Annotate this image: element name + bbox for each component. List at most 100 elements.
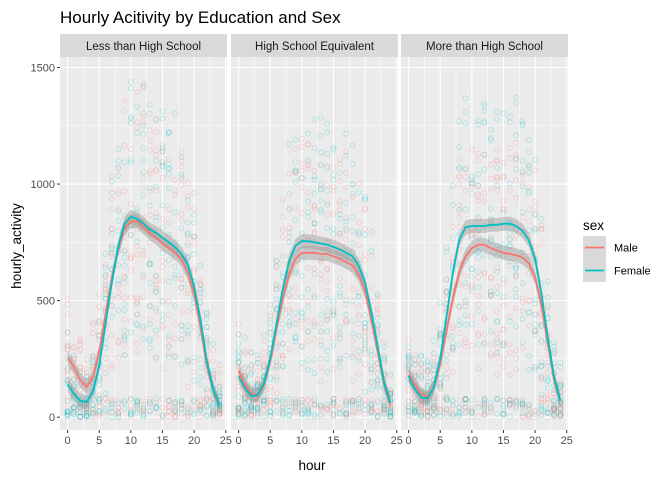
scatter-point — [298, 397, 305, 403]
scatter-point — [242, 350, 248, 357]
scatter-point — [532, 198, 539, 205]
scatter-point — [544, 294, 551, 301]
scatter-point — [544, 304, 551, 311]
scatter-point — [468, 230, 475, 237]
scatter-point — [153, 217, 160, 224]
scatter-point — [96, 409, 103, 416]
scatter-point — [292, 309, 299, 316]
scatter-point — [343, 398, 350, 405]
scatter-point — [418, 361, 425, 368]
scatter-point — [267, 374, 274, 381]
scatter-point — [557, 413, 564, 420]
scatter-point — [165, 278, 172, 285]
scatter-point — [381, 405, 387, 412]
scatter-point — [525, 402, 532, 409]
scatter-point — [235, 409, 242, 415]
scatter-point — [267, 403, 274, 410]
scatter-point — [121, 398, 128, 405]
scatter-point — [121, 273, 128, 280]
scatter-point — [532, 243, 539, 250]
scatter-point — [343, 297, 350, 304]
scatter-point — [487, 185, 494, 192]
scatter-point — [216, 386, 223, 393]
scatter-point — [405, 355, 412, 362]
scatter-point — [216, 393, 223, 400]
scatter-point — [437, 413, 444, 420]
scatter-point — [418, 375, 425, 382]
confidence-ribbon — [67, 214, 220, 413]
scatter-point — [146, 260, 153, 267]
scatter-point — [525, 406, 532, 413]
scatter-point — [153, 355, 160, 362]
scatter-point — [121, 142, 128, 149]
scatter-point — [317, 338, 324, 344]
scatter-point — [153, 281, 160, 288]
scatter-point — [64, 411, 71, 418]
scatter-point — [102, 401, 109, 408]
scatter-point — [159, 245, 166, 252]
scatter-point — [184, 233, 191, 239]
scatter-point — [292, 217, 299, 224]
scatter-point — [121, 295, 128, 302]
scatter-point — [292, 269, 299, 276]
scatter-point — [525, 148, 532, 155]
scatter-point — [210, 367, 216, 374]
scatter-point — [83, 413, 90, 419]
scatter-point — [430, 397, 437, 404]
scatter-point — [330, 396, 337, 402]
scatter-point — [260, 394, 267, 400]
legend-item-male: Male — [583, 236, 638, 259]
scatter-point — [362, 312, 369, 319]
scatter-point — [538, 374, 545, 381]
scatter-point — [424, 368, 431, 375]
scatter-point — [412, 408, 418, 415]
scatter-point — [159, 414, 166, 421]
scatter-point — [286, 412, 293, 419]
scatter-point — [324, 165, 331, 172]
scatter-point — [336, 232, 343, 239]
scatter-point — [108, 313, 115, 320]
scatter-point — [456, 156, 463, 163]
scatter-point — [500, 405, 507, 412]
scatter-point — [89, 395, 96, 402]
scatter-point — [279, 234, 286, 240]
scatter-point — [374, 377, 381, 384]
x-tick-label: 10 — [296, 435, 308, 447]
scatter-point — [96, 291, 103, 298]
scatter-point — [146, 316, 153, 323]
scatter-point — [412, 406, 418, 412]
scatter-point — [71, 404, 77, 411]
scatter-point — [77, 413, 84, 420]
scatter-point — [355, 228, 362, 235]
scatter-points — [235, 114, 394, 421]
scatter-point — [381, 406, 387, 413]
scatter-point — [140, 82, 147, 89]
scatter-point — [538, 406, 545, 413]
scatter-point — [298, 309, 305, 316]
scatter-point — [89, 409, 96, 416]
scatter-point — [305, 398, 312, 404]
scatter-point — [96, 381, 103, 388]
scatter-point — [381, 411, 387, 418]
scatter-point — [115, 405, 122, 412]
scatter-point — [242, 406, 248, 412]
scatter-point — [210, 346, 216, 353]
scatter-point — [381, 398, 387, 405]
scatter-point — [159, 404, 166, 411]
scatter-point — [481, 409, 488, 416]
series-line-female — [66, 215, 221, 406]
scatter-point — [178, 401, 185, 408]
scatter-point — [468, 181, 475, 187]
scatter-point — [449, 410, 456, 417]
scatter-point — [178, 171, 185, 178]
scatter-point — [362, 206, 369, 212]
scatter-point — [267, 409, 274, 416]
scatter-point — [317, 114, 324, 121]
scatter-point — [115, 217, 122, 224]
scatter-point — [449, 345, 456, 352]
scatter-point — [146, 168, 153, 174]
scatter-point — [178, 158, 185, 165]
scatter-point — [500, 206, 507, 212]
scatter-point — [462, 395, 469, 402]
scatter-point — [449, 402, 456, 409]
